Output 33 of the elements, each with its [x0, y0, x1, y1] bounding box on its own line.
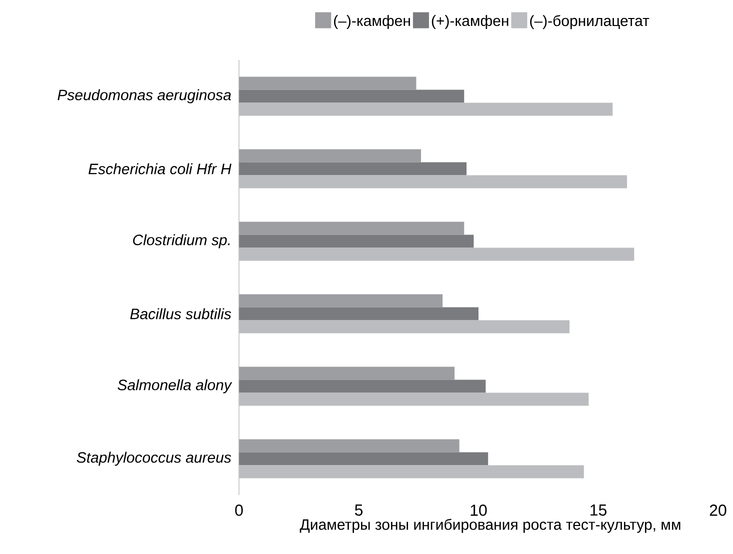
bar [239, 392, 589, 406]
legend-label: (+)-камфен [432, 15, 508, 30]
bar [239, 465, 584, 478]
bar [239, 175, 627, 188]
y-tick-label: Salmonella alony [118, 379, 232, 394]
y-tick-label: Staphylococcus aureus [76, 452, 232, 466]
bar [239, 76, 416, 90]
bar [239, 149, 422, 162]
bar [239, 366, 455, 380]
x-tick-label: 10 [470, 504, 487, 516]
bar [239, 222, 464, 235]
x-tick-label: 20 [710, 504, 726, 516]
bar [239, 102, 613, 116]
legend-label: (–)-камфен [334, 15, 410, 30]
x-tick-label: 0 [235, 504, 243, 516]
bar [239, 452, 488, 466]
bar [239, 380, 486, 393]
bar [239, 248, 634, 261]
bar [239, 162, 467, 176]
bar [239, 294, 443, 308]
bar [239, 320, 570, 334]
legend-label: (–)-борнилацетат [530, 14, 650, 30]
bar [239, 90, 464, 103]
y-tick-label: Escherichia coli Hfr H [88, 163, 232, 174]
x-tick-label: 15 [590, 504, 606, 516]
bar [239, 439, 460, 452]
x-tick-label: 5 [354, 504, 363, 516]
y-tick-label: Pseudomonas aeruginosa [58, 89, 231, 104]
y-tick-label: Bacillus subtilis [130, 308, 232, 320]
y-tick-label: Clostridium sp. [133, 234, 230, 248]
bar [239, 307, 479, 320]
bar [239, 234, 474, 248]
x-axis-title: Диаметры зоны ингибирования роста тест-культур, мм [300, 518, 680, 533]
